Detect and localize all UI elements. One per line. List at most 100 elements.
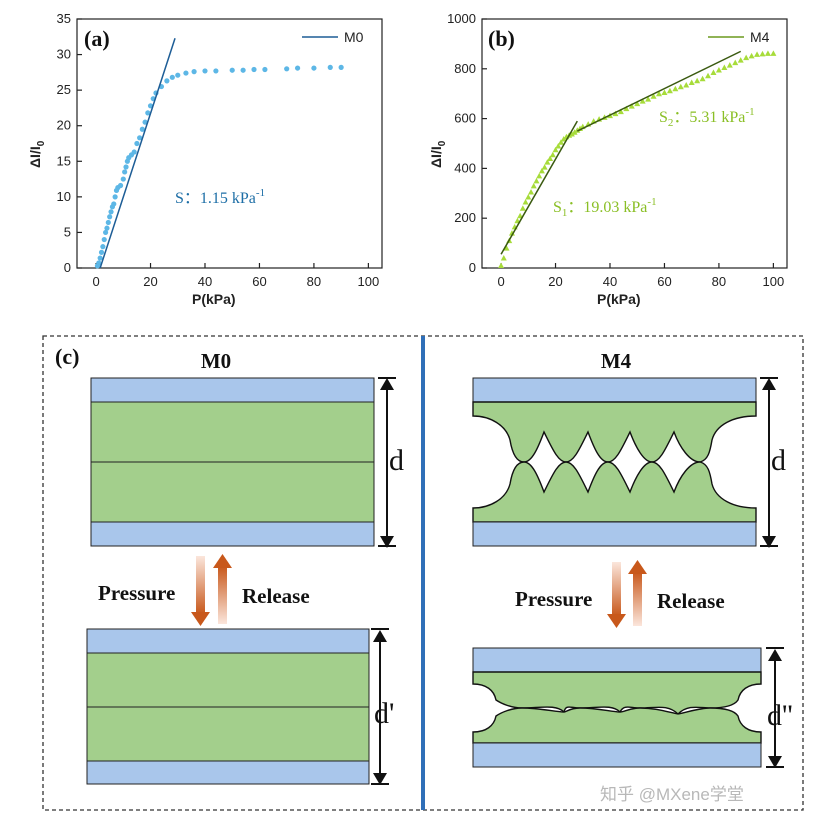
- chart-a-xtick-label: 0: [92, 274, 99, 289]
- chart-a-slope-annotation: S：1.15 kPa-1: [175, 187, 265, 207]
- chart-a-data-point: [112, 194, 118, 200]
- chart-b-data-point: [650, 93, 657, 99]
- chart-b-data-point: [557, 139, 564, 145]
- chart-b-data-point: [628, 103, 635, 109]
- chart-a-data-point: [123, 164, 129, 170]
- m4-compressed-top-electrode: [472, 647, 762, 673]
- chart-b-ylabel: ΔI/I0: [428, 140, 448, 168]
- chart-a-data-point: [169, 74, 175, 80]
- chart-b-data-point: [541, 164, 548, 170]
- chart-a-xtick-label: 20: [143, 274, 157, 289]
- chart-a-data-point: [311, 65, 317, 71]
- chart-b-data-point: [672, 85, 679, 92]
- chart-a-ytick-label: 10: [57, 189, 71, 204]
- watermark: 知乎 @MXene学堂: [600, 785, 744, 804]
- m4-release-label: Release: [657, 589, 725, 613]
- chart-b-ytick-label: 0: [469, 260, 476, 275]
- chart-b-data-point: [683, 81, 690, 88]
- chart-a-data-point: [164, 78, 170, 84]
- chart-b-data-point: [645, 96, 652, 102]
- chart-b-xtick-label: 0: [497, 274, 504, 289]
- chart-a-data-point: [213, 68, 219, 74]
- chart-b-data-point: [574, 127, 581, 133]
- chart-b-data-point: [666, 87, 673, 94]
- chart-b-data-point: [688, 79, 695, 85]
- chart-b-data-point: [517, 212, 524, 219]
- m4-compressed-lower-foam: [472, 707, 762, 744]
- chart-b-data-point: [525, 194, 532, 200]
- chart-a-data-point: [338, 64, 344, 70]
- chart-a-xtick-label: 40: [198, 274, 212, 289]
- m0-dimension-d: d: [378, 377, 404, 548]
- chart-a-panel-tag: (a): [84, 26, 110, 51]
- chart-b-data-point: [612, 110, 619, 117]
- chart-b-data-point: [694, 77, 701, 84]
- m0-pressure-label: Pressure: [98, 581, 175, 605]
- chart-b-data-point: [500, 255, 507, 261]
- chart-b-data-point: [508, 230, 515, 236]
- chart-b-xtick-label: 20: [548, 274, 562, 289]
- chart-a-data-point: [96, 260, 102, 266]
- chart-b-xlabel: P(kPa): [597, 291, 641, 307]
- chart-b-xtick-label: 60: [657, 274, 671, 289]
- chart-b-data-point: [743, 54, 750, 61]
- chart-a-data-point: [142, 119, 148, 125]
- m4-top-electrode: [472, 377, 757, 403]
- chart-a-data-point: [229, 67, 235, 73]
- chart-b-data-point: [754, 51, 761, 57]
- m0-pressure-arrow-shaft: [196, 556, 205, 614]
- chart-a-slope-text: S：1.15 kPa: [175, 190, 256, 207]
- chart-a-ytick-label: 35: [57, 11, 71, 26]
- chart-b-data-point: [699, 75, 706, 82]
- chart-b-data-point: [639, 98, 646, 104]
- chart-a-data-point: [137, 135, 143, 141]
- m4-dimension-d-double-prime: d'': [766, 647, 793, 768]
- chart-a-ylabel-sub: 0: [36, 140, 47, 146]
- chart-a-data-point: [122, 169, 128, 175]
- m4-compressed-stack: [472, 647, 762, 768]
- chart-a-data-point: [117, 182, 124, 189]
- chart-b-data-point: [705, 72, 712, 79]
- chart-b-data-point: [661, 89, 668, 95]
- chart-a-ytick-label: 0: [64, 260, 71, 275]
- chart-b-data-point: [498, 262, 505, 269]
- chart-b-data-point: [536, 172, 543, 179]
- chart-a-data-point: [105, 219, 111, 226]
- chart-b-data-point: [726, 62, 733, 68]
- chart-a-ytick-label: 15: [57, 153, 71, 168]
- chart-a-data-point: [100, 244, 106, 250]
- chart-a-data-point: [284, 66, 290, 72]
- m4-d-double-prime-label: d'': [767, 699, 793, 732]
- chart-b-data-point: [732, 59, 739, 66]
- chart-a-data-point: [262, 66, 268, 73]
- chart-b-ytick-label: 400: [454, 160, 476, 175]
- chart-b-data-point: [533, 177, 540, 184]
- chart-a-data-point: [101, 236, 107, 243]
- chart-a-data-point: [251, 66, 257, 73]
- chart-b-data-point: [530, 182, 537, 189]
- m0-pressure-arrowhead: [191, 612, 210, 626]
- chart-a-ylabel: ΔI/I0: [27, 140, 47, 168]
- chart-b-ylabel-sub: 0: [437, 140, 448, 146]
- chart-b-data-point: [552, 146, 559, 153]
- chart-a-data-point: [183, 70, 189, 76]
- chart-b-data-point: [770, 50, 777, 56]
- chart-a-data-point: [134, 140, 140, 147]
- chart-b-data-point: [528, 189, 535, 195]
- chart-b-s2-annotation: S2：5.31 kPa-1: [659, 106, 755, 129]
- m0-compressed-stack: [86, 628, 370, 785]
- chart-b-data-point: [759, 50, 766, 57]
- m4-upper-foam-with-voids: [472, 401, 757, 463]
- m0-release-arrow-shaft: [218, 566, 227, 624]
- chart-a-data-point: [294, 65, 301, 71]
- chart-b-data-point: [547, 155, 554, 161]
- chart-a-data-point: [108, 209, 114, 215]
- chart-b-xtick-label: 80: [712, 274, 726, 289]
- m0-top-electrode: [90, 377, 375, 403]
- chart-b-data-point: [549, 151, 556, 158]
- chart-b-ylabel-main: ΔI/I: [428, 146, 444, 168]
- chart-a-ytick-label: 30: [57, 47, 71, 62]
- chart-a-data-point: [111, 201, 117, 207]
- chart-a-data-point: [97, 255, 103, 261]
